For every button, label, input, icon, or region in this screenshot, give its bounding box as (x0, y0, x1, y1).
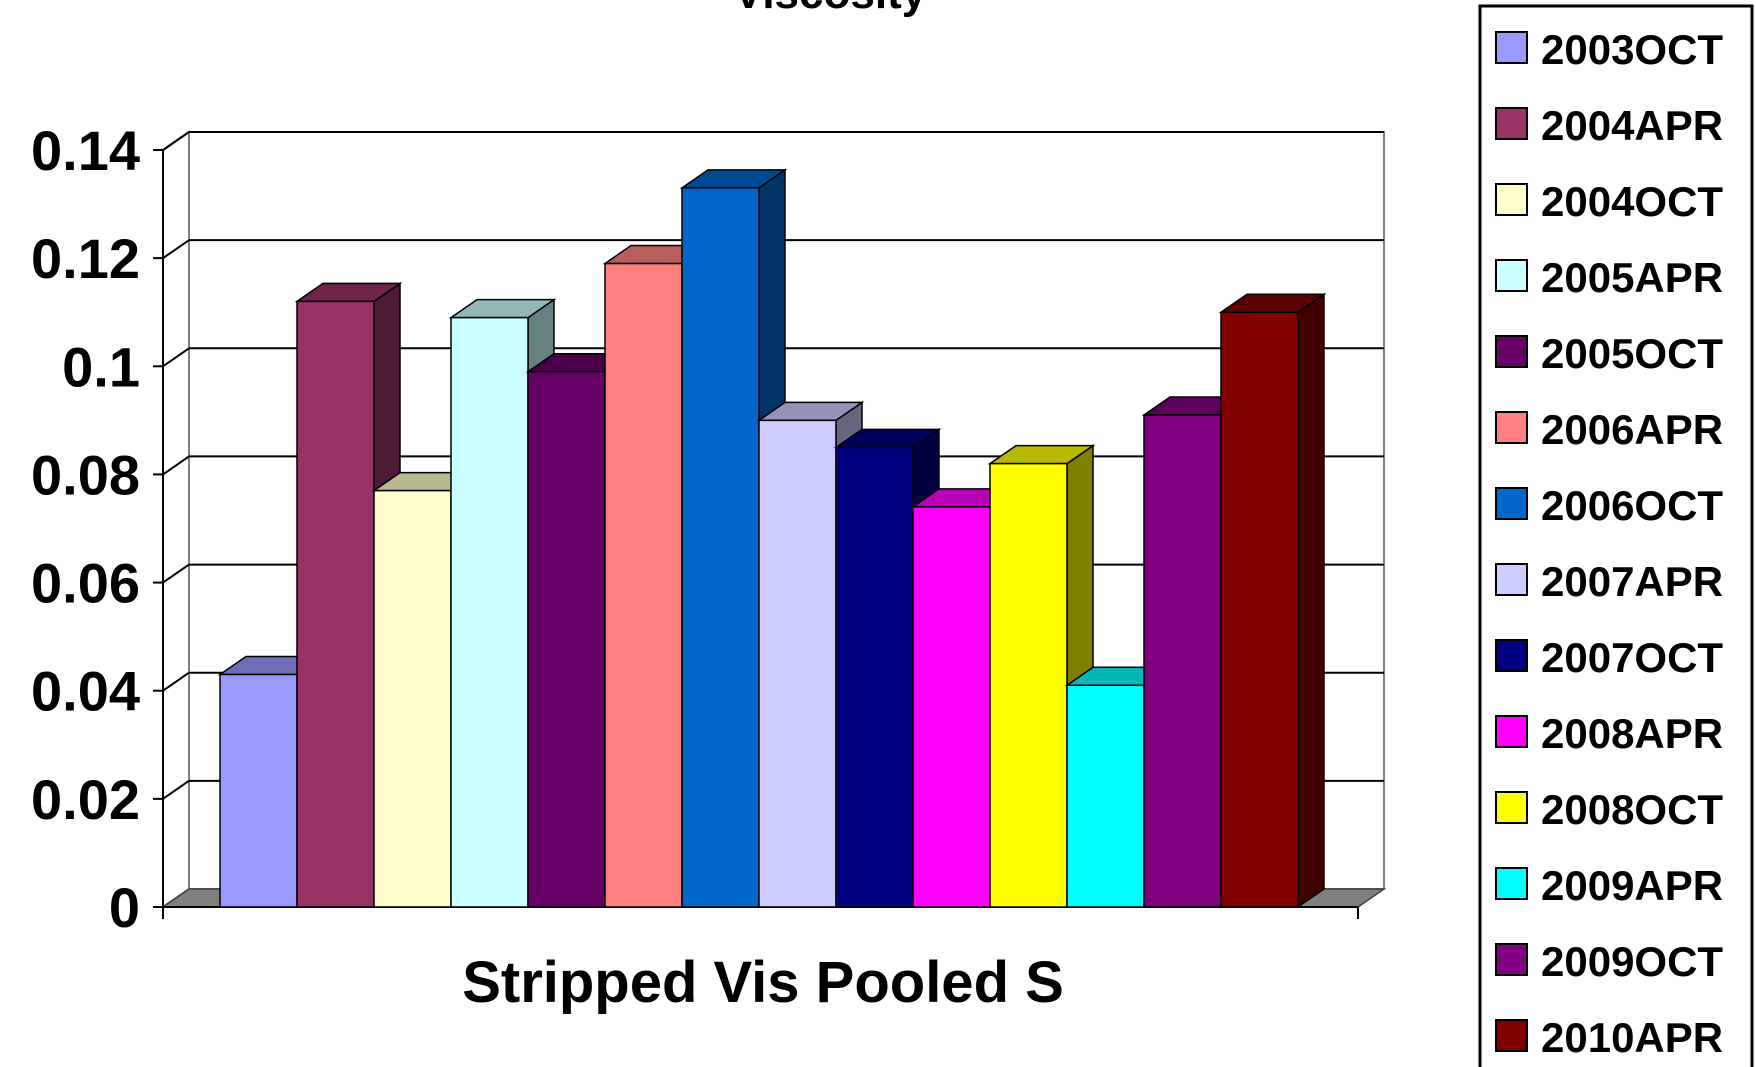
legend-item: 2010APR (1495, 1014, 1723, 1061)
y-tick-label: 0.04 (31, 660, 140, 723)
bar-front (1220, 311, 1299, 908)
bar-front (373, 489, 452, 908)
bar-front (527, 370, 606, 908)
bar-side (1297, 292, 1325, 909)
legend-label: 2008OCT (1541, 786, 1723, 833)
legend-item: 2006APR (1495, 406, 1723, 453)
legend-label: 2004OCT (1541, 178, 1723, 225)
legend-label: 2009APR (1541, 862, 1723, 909)
legend-swatch (1495, 259, 1528, 292)
legend-label: 2009OCT (1541, 938, 1723, 985)
legend-item: 2004OCT (1495, 178, 1723, 225)
bar-front (681, 187, 760, 908)
legend-label: 2010APR (1541, 1014, 1723, 1061)
bar-front (219, 673, 298, 908)
legend-swatch (1495, 1019, 1528, 1052)
legend-swatch (1495, 563, 1528, 596)
legend-label: 2006APR (1541, 406, 1723, 453)
bar-front (835, 446, 914, 908)
legend-item: 2007OCT (1495, 634, 1723, 681)
legend-swatch (1495, 943, 1528, 976)
bar-front (1143, 414, 1222, 908)
legend-label: 2008APR (1541, 710, 1723, 757)
legend-label: 2005APR (1541, 254, 1723, 301)
legend-swatch (1495, 487, 1528, 520)
legend-swatch (1495, 183, 1528, 216)
legend-item: 2008OCT (1495, 786, 1723, 833)
y-tick-label: 0.08 (31, 443, 140, 506)
legend-label: 2004APR (1541, 102, 1723, 149)
legend-swatch (1495, 639, 1528, 672)
y-tick-label: 0.1 (62, 335, 140, 398)
gridline-side (162, 563, 190, 584)
legend-label: 2007APR (1541, 558, 1723, 605)
legend-item: 2005OCT (1495, 330, 1723, 377)
bar-front (989, 462, 1068, 908)
gridline-side (162, 239, 190, 259)
legend-swatch (1495, 335, 1528, 368)
bar-front (450, 316, 529, 908)
legend-swatch (1495, 107, 1528, 140)
legend-swatch (1495, 715, 1528, 748)
legend-item: 2005APR (1495, 254, 1723, 301)
y-tick-label: 0.14 (31, 119, 140, 182)
legend-swatch (1495, 31, 1528, 64)
legend-item: 2003OCT (1495, 26, 1723, 73)
legend-label: 2006OCT (1541, 482, 1723, 529)
bars (217, 168, 1327, 909)
bar-front (758, 419, 837, 908)
gridline-side (162, 347, 190, 368)
y-axis-ticks: 0 0.02 0.04 0.06 0.08 0.1 0.12 0.14 (31, 119, 164, 939)
bar-2010APR (1218, 292, 1327, 909)
y-tick-label: 0 (109, 876, 140, 939)
gridline-side (162, 780, 190, 800)
legend-label: 2003OCT (1541, 26, 1723, 73)
bar-front (1066, 684, 1145, 908)
y-tick-label: 0.12 (31, 227, 140, 290)
legend-swatch (1495, 411, 1528, 444)
gridline-side (162, 131, 190, 151)
legend-item: 2007APR (1495, 558, 1723, 605)
legend-item: 2009APR (1495, 862, 1723, 909)
legend-item: 2004APR (1495, 102, 1723, 149)
legend: 2003OCT 2004APR 2004OCT 2005APR 2005OCT 2006A… (1478, 4, 1754, 1067)
y-tick-label: 0.06 (31, 552, 140, 615)
chart-title: Viscosity (734, 0, 927, 18)
bar-front (604, 262, 683, 908)
x-axis-category-label: Stripped Vis Pooled S (462, 950, 1064, 1015)
y-tick-label: 0.02 (31, 768, 140, 831)
bar-front (296, 300, 375, 908)
legend-item: 2008APR (1495, 710, 1723, 757)
bar-front (912, 506, 991, 908)
gridline-side (162, 671, 190, 692)
legend-label: 2007OCT (1541, 634, 1723, 681)
legend-swatch (1495, 791, 1528, 824)
legend-swatch (1495, 867, 1528, 900)
legend-item: 2006OCT (1495, 482, 1723, 529)
legend-item: 2009OCT (1495, 938, 1723, 985)
gridline-side (162, 455, 190, 476)
legend-label: 2005OCT (1541, 330, 1723, 377)
